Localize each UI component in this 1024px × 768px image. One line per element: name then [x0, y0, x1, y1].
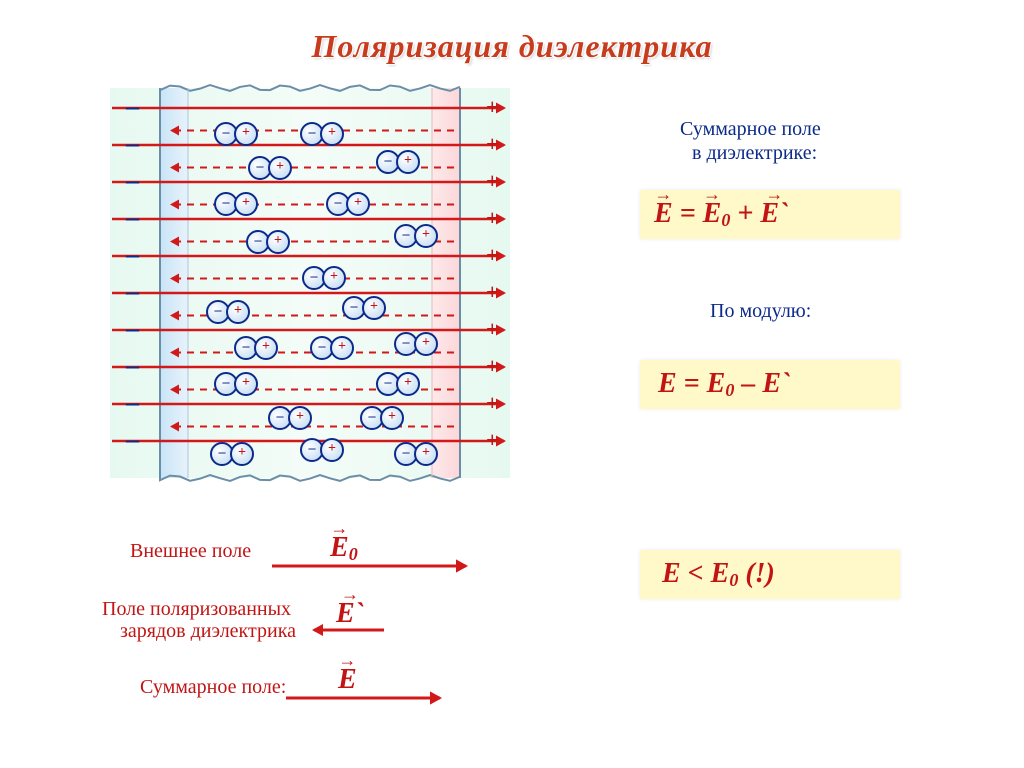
legend-total-arrow — [0, 0, 1024, 768]
slide: Поляризация диэлектрика –+–+–+–+–+–+–+–+… — [0, 0, 1024, 768]
